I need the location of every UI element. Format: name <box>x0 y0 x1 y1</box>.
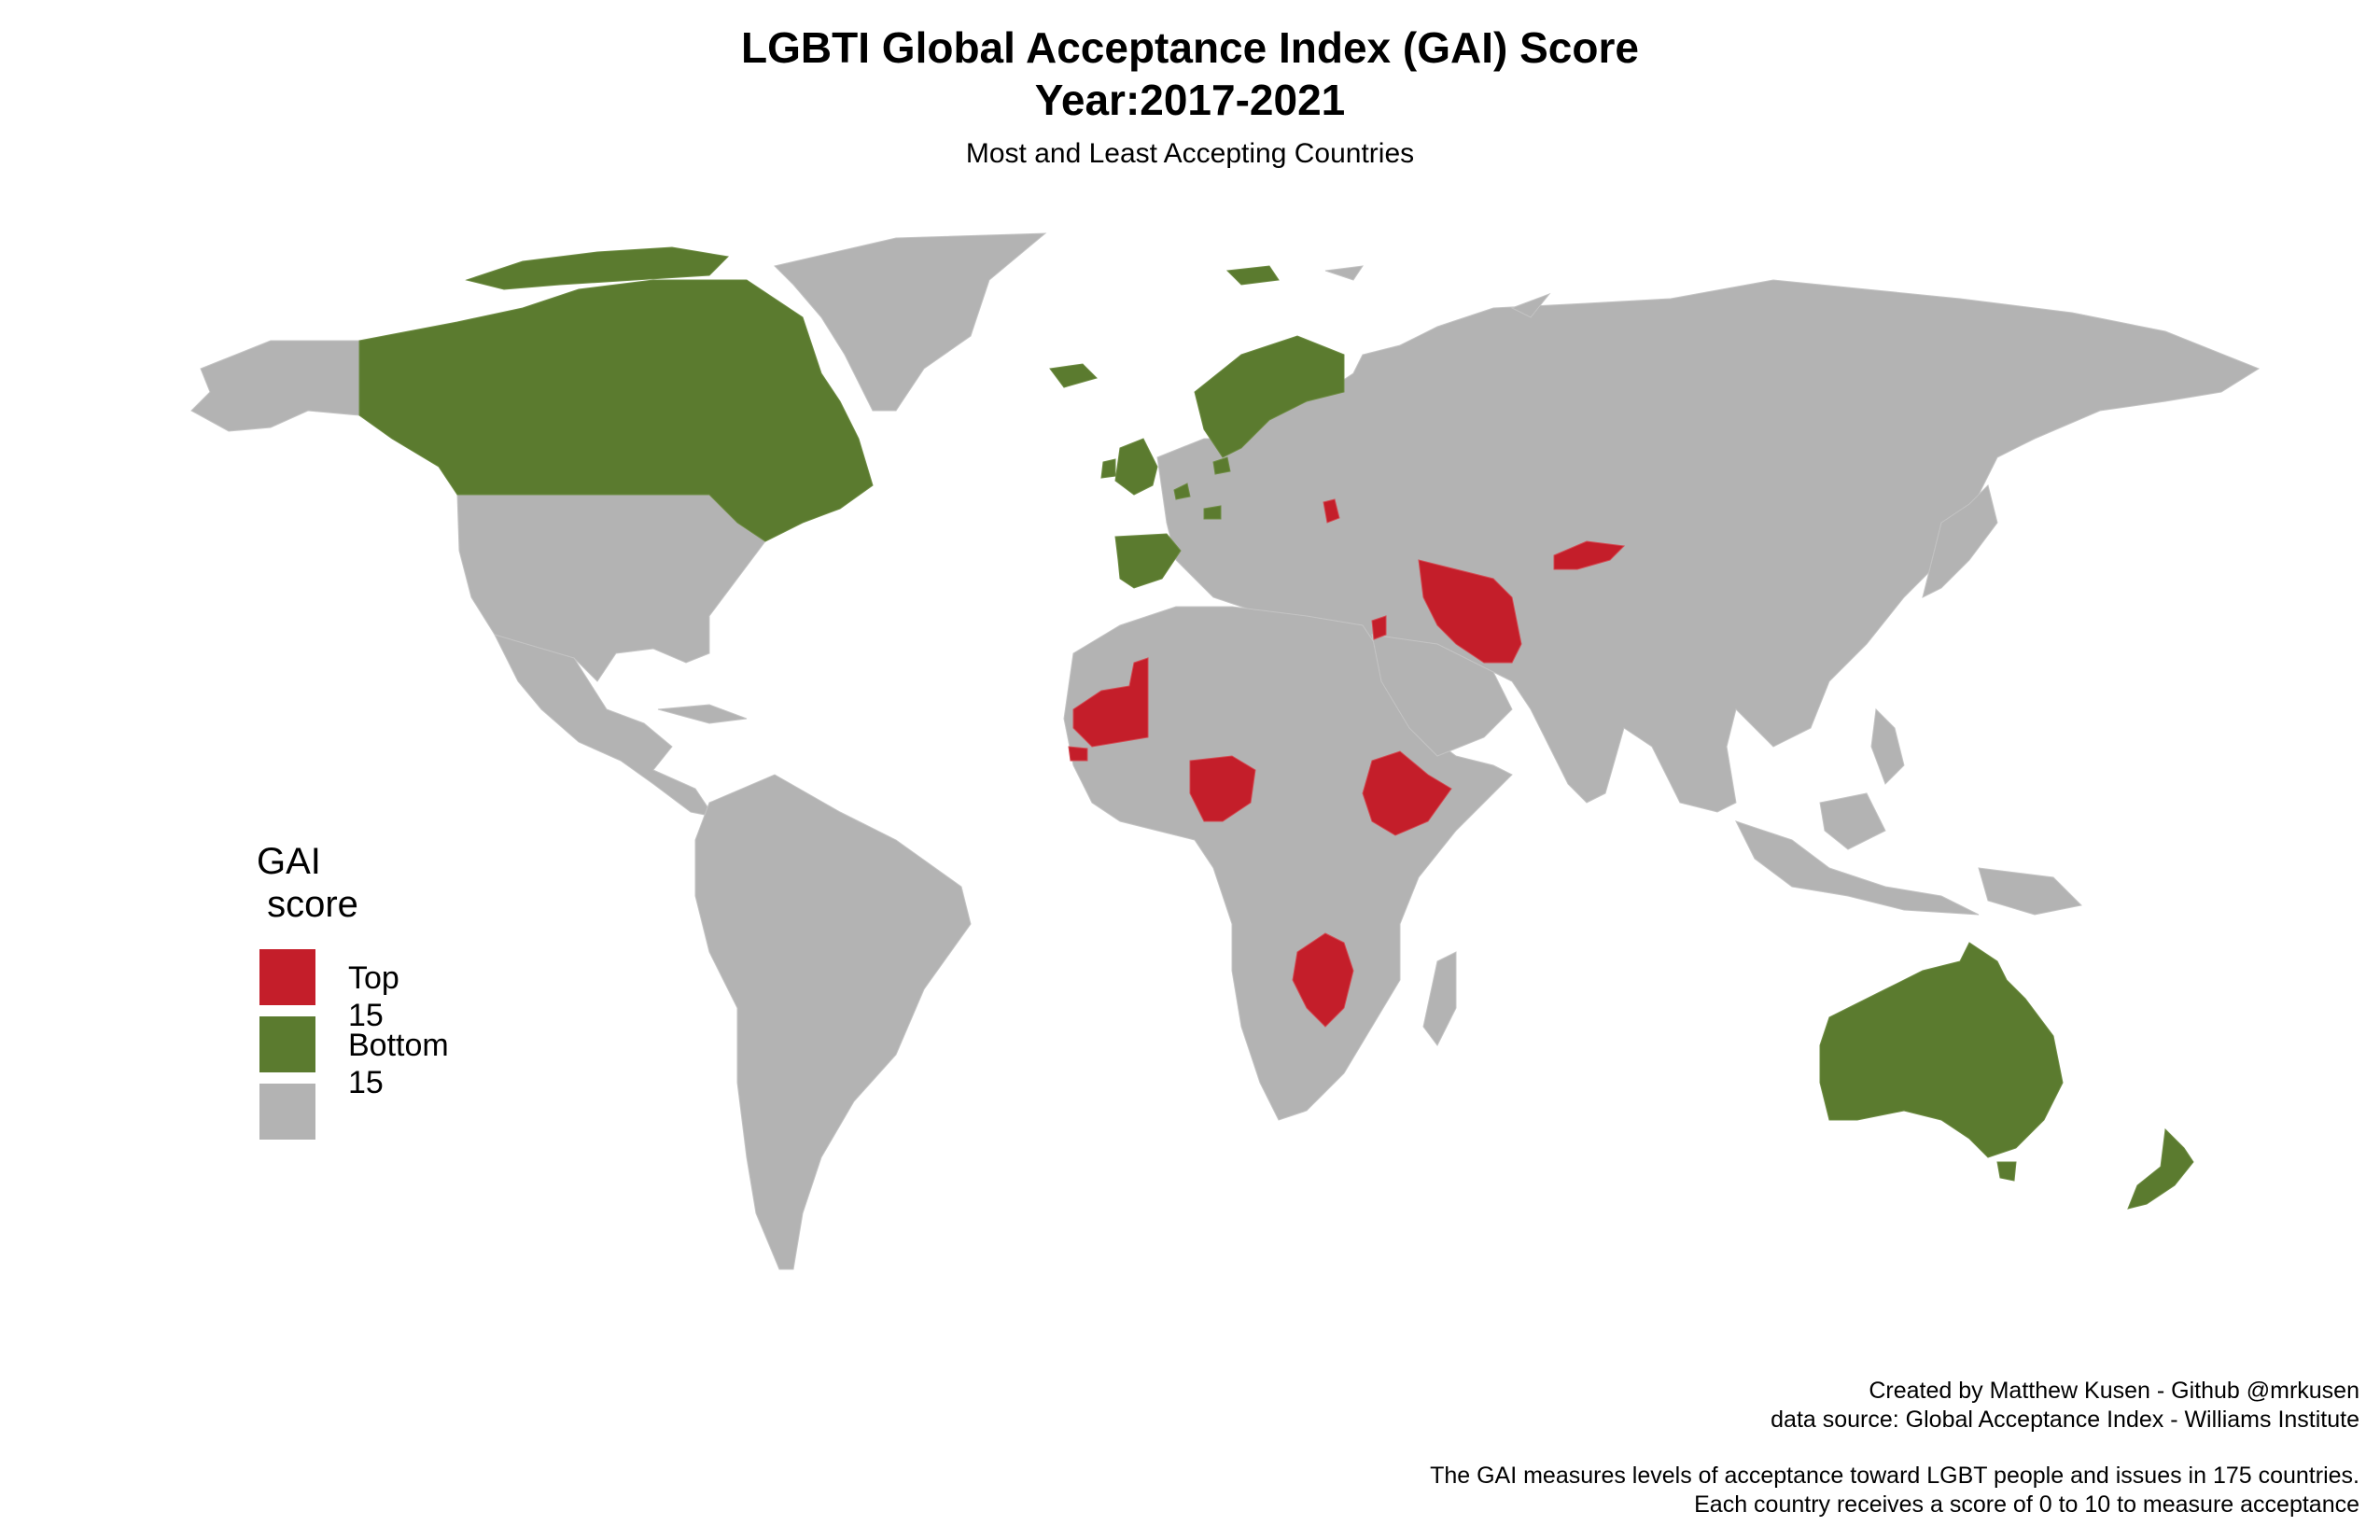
country-iran <box>1418 559 1522 664</box>
country-tasmania <box>1996 1161 2017 1182</box>
country-canada-arctic <box>465 246 730 290</box>
country-arabia <box>1371 634 1513 757</box>
country-iceland <box>1049 363 1098 388</box>
caption-scale: Each country receives a score of 0 to 10… <box>1694 1491 2359 1518</box>
country-japan <box>1922 484 1998 598</box>
other-countries <box>190 232 2261 1270</box>
country-scandinavia <box>1194 335 1345 458</box>
country-switzerland <box>1203 505 1222 520</box>
country-new-guinea <box>1978 867 2083 916</box>
legend-key-top-15 <box>257 946 318 1008</box>
country-lebanon <box>1371 615 1387 640</box>
country-africa <box>1063 606 1513 1121</box>
country-uk <box>1114 438 1158 496</box>
country-greenland <box>774 232 1047 412</box>
country-cuba <box>657 704 748 724</box>
legend-label-bottom-15: Bottom 15 <box>348 1028 449 1100</box>
legend-item-top-15: Top 15 <box>257 946 399 1033</box>
country-philippines <box>1870 707 1905 785</box>
country-indonesia <box>1735 820 1980 916</box>
chart-title-year: Year:2017-2021 <box>1034 76 1346 124</box>
country-new-zealand <box>2127 1127 2194 1210</box>
legend-title: GAI score <box>257 841 358 925</box>
legend-key-other <box>257 1081 318 1142</box>
legend: GAI score Top 15 Bottom 15 <box>257 840 449 1148</box>
country-svalbard-green <box>1225 265 1280 286</box>
country-senegal <box>1068 746 1088 762</box>
country-borneo <box>1819 792 1886 850</box>
top-15-countries <box>1068 498 1626 1028</box>
caption-description: The GAI measures levels of acceptance to… <box>1430 1463 2359 1489</box>
chart-subtitle: Most and Least Accepting Countries <box>965 138 1415 169</box>
country-novaya-zemlya <box>1510 292 1551 318</box>
legend-key-bottom-15 <box>257 1014 318 1075</box>
country-moldova <box>1323 498 1340 524</box>
bottom-15-countries <box>358 246 2194 1210</box>
country-alaska <box>190 340 360 432</box>
legend-item-bottom-15: Bottom 15 <box>257 1014 449 1100</box>
country-canada <box>358 279 874 542</box>
country-ireland <box>1100 458 1116 479</box>
legend-label-top-15: Top 15 <box>348 960 399 1033</box>
country-south-america <box>694 774 972 1270</box>
caption-source: data source: Global Acceptance Index - W… <box>1771 1407 2359 1433</box>
country-madagascar <box>1422 951 1457 1046</box>
country-nigeria <box>1189 755 1256 822</box>
country-svalbard <box>1324 265 1365 281</box>
country-ethiopia <box>1362 750 1452 836</box>
country-tajikistan <box>1553 540 1626 570</box>
country-mauritania <box>1072 657 1149 748</box>
country-australia <box>1819 942 2064 1158</box>
chart-title: LGBTI Global Acceptance Index (GAI) Scor… <box>741 23 1639 72</box>
caption-author: Created by Matthew Kusen - Github @mrkus… <box>1869 1378 2359 1404</box>
country-zambia <box>1292 932 1354 1028</box>
country-spain <box>1114 533 1182 589</box>
country-netherlands <box>1173 483 1191 500</box>
legend-item-other <box>257 1081 358 1148</box>
country-denmark <box>1212 456 1231 475</box>
